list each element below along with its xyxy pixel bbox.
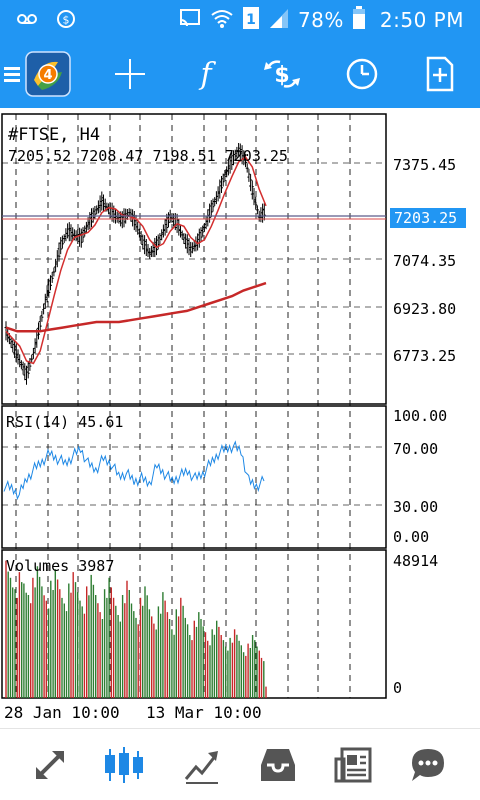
horizontal-grid xyxy=(2,162,386,506)
price-tick-4: 6773.25 xyxy=(393,347,456,365)
wifi-icon xyxy=(210,7,234,33)
rsi-line xyxy=(3,440,265,501)
svg-text:f: f xyxy=(198,57,216,91)
trade-icon[interactable] xyxy=(180,743,224,787)
svg-text:$: $ xyxy=(63,14,70,27)
date-label-2: 13 Mar 10:00 xyxy=(146,703,262,722)
volumes-label: Volumes 3987 xyxy=(6,557,114,575)
battery-percent: 78% xyxy=(297,8,344,32)
sim-1-icon: 1 xyxy=(242,6,260,34)
rsi-tick-70: 70.00 xyxy=(393,440,438,458)
cast-icon xyxy=(178,7,202,33)
price-tick-3: 6923.80 xyxy=(393,300,456,318)
news-icon[interactable] xyxy=(332,743,376,787)
bottom-navigation xyxy=(0,728,480,800)
voicemail-icon xyxy=(16,9,38,33)
rsi-panel-frame xyxy=(1,405,387,549)
clock-time: 2:50 PM xyxy=(379,8,464,32)
top-toolbar: 4 f $ xyxy=(0,40,480,108)
chart-icon[interactable] xyxy=(102,743,146,787)
ma-slow-line xyxy=(5,281,267,333)
volume-bars xyxy=(5,560,267,698)
price-tick-1: 7375.45 xyxy=(393,156,456,174)
history-icon[interactable] xyxy=(256,743,300,787)
symbols-icon[interactable]: $ xyxy=(262,54,302,94)
current-price-tag xyxy=(390,208,466,228)
price-tick-2: 7074.35 xyxy=(393,252,456,270)
rsi-tick-100: 100.00 xyxy=(393,407,447,425)
ma-fast-line xyxy=(5,156,267,365)
indicators-icon[interactable]: f xyxy=(186,54,226,94)
rsi-label: RSI(14) 45.61 xyxy=(6,413,123,431)
crosshair-icon[interactable] xyxy=(110,54,150,94)
quotes-icon[interactable] xyxy=(28,743,72,787)
dollar-circle-icon: $ xyxy=(56,9,76,33)
volume-tick-max: 48914 xyxy=(393,552,438,570)
svg-text:$: $ xyxy=(274,63,289,88)
date-label-1: 28 Jan 10:00 xyxy=(4,703,120,722)
menu-icon[interactable] xyxy=(0,54,32,94)
chart-area[interactable]: #FTSE, H4 7205.52 7208.47 7198.51 7203.2… xyxy=(0,108,480,728)
timeframe-clock-icon[interactable] xyxy=(342,54,382,94)
status-bar: $ 1 78% 2:50 PM xyxy=(0,0,480,40)
volume-tick-zero: 0 xyxy=(393,679,402,697)
metatrader-logo[interactable]: 4 xyxy=(24,50,72,98)
symbol-label: #FTSE, H4 xyxy=(8,125,100,145)
logo-badge: 4 xyxy=(43,68,52,83)
rsi-tick-30: 30.00 xyxy=(393,498,438,516)
new-object-icon[interactable] xyxy=(420,54,460,94)
ohlc-label: 7205.52 7208.47 7198.51 7203.25 xyxy=(8,147,288,165)
battery-icon xyxy=(352,6,366,34)
chart-canvas[interactable]: #FTSE, H4 7205.52 7208.47 7198.51 7203.2… xyxy=(0,108,480,728)
signal-icon xyxy=(268,7,290,33)
rsi-tick-0: 0.00 xyxy=(393,528,429,546)
price-bars xyxy=(4,143,266,385)
svg-text:1: 1 xyxy=(246,12,256,28)
current-price-label: 7203.25 xyxy=(394,209,457,227)
chat-icon[interactable] xyxy=(406,743,450,787)
